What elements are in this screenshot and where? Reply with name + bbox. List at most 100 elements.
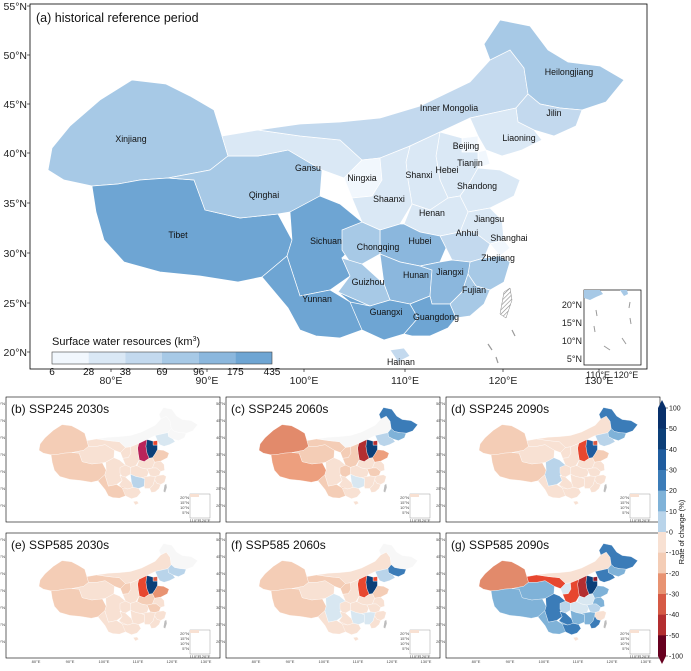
scenario-inset-lon: 120°E	[420, 654, 431, 659]
legend-title-main: Surface water resources (km	[52, 336, 193, 348]
scenario-inset-lat: 5°N	[622, 646, 629, 651]
scenario-lon-tick: 100°E	[319, 659, 330, 664]
colorbar-band	[658, 470, 666, 491]
scenario-lon-tick: 100°E	[539, 659, 550, 664]
scenario-title: (c) SSP245 2060s	[231, 402, 328, 416]
scenario-inset-lat: 10°N	[180, 641, 189, 646]
surface-water-legend: Surface water resources (km3) 6 28 38 69 96 1…	[49, 336, 281, 378]
lat-tick-label: 25°N	[4, 298, 27, 310]
legend-tick: 175	[227, 367, 244, 378]
main-lat-ticks: 55°N 50°N 45°N 40°N 35°N 30°N 25°N 20°N	[4, 1, 30, 359]
label-shaanxi: Shaanxi	[373, 194, 405, 204]
scenario-lat-tick: 30°N	[0, 605, 5, 610]
scenario-lat-tick: 40°N	[216, 571, 225, 576]
taiwan-hatched	[499, 287, 513, 319]
scenario-title: (e) SSP585 2030s	[11, 538, 109, 552]
scenario-taiwan	[383, 483, 387, 493]
scenario-inset	[189, 493, 211, 519]
scenario-regions	[478, 543, 638, 642]
scenario-taiwan	[163, 483, 167, 493]
scenario-region	[369, 615, 381, 629]
scenario-lon-tick: 110°E	[353, 659, 364, 664]
region-shanghai	[489, 239, 511, 257]
label-fujian: Fujian	[462, 285, 486, 295]
colorbar-band	[658, 428, 666, 450]
scenario-lon-tick: 90°E	[506, 659, 515, 664]
colorbar-tick-label: -100	[669, 654, 683, 661]
scenario-inset-lat: 10°N	[620, 505, 629, 510]
colorbar-band	[658, 635, 666, 657]
lat-tick-label: 45°N	[4, 99, 27, 111]
main-map-title: (a) historical reference period	[36, 11, 199, 25]
scenario-region	[594, 432, 616, 447]
scenario-region	[132, 500, 139, 506]
colorbar-top-arrow	[658, 400, 666, 408]
scenario-regions	[258, 407, 418, 506]
scenario-region	[132, 636, 139, 642]
scenario-lat-tick: 50°N	[436, 537, 445, 542]
scenario-lat-tick: 50°N	[0, 537, 5, 542]
scenario-region	[592, 440, 598, 446]
scenario-inset-lat: 10°N	[400, 505, 409, 510]
label-hubei: Hubei	[409, 236, 432, 246]
main-map-regions	[47, 19, 625, 363]
scenario-inset-land	[410, 630, 419, 633]
south-sea-dashes	[487, 329, 516, 364]
scenario-lat-tick: 30°N	[216, 469, 225, 474]
scenario-region	[341, 487, 362, 499]
scenario-lat-tick: 40°N	[0, 435, 5, 440]
scenario-region	[158, 407, 198, 434]
label-zhejiang: Zhejiang	[481, 253, 515, 263]
colorbar-tick-label: -30	[669, 592, 679, 599]
scenario-region	[352, 500, 359, 506]
scenario-inset-lat: 10°N	[620, 641, 629, 646]
label-shandong: Shandong	[457, 181, 497, 191]
scenario-inset-lat: 20°N	[400, 495, 409, 500]
scenario-lat-tick: 40°N	[0, 571, 5, 576]
scenario-region	[119, 464, 131, 478]
scenario-region	[154, 432, 176, 447]
scenario-regions	[258, 543, 418, 642]
scenario-inset-land	[630, 630, 639, 633]
label-heilongjiang: Heilongjiang	[545, 67, 594, 77]
scenario-taiwan	[603, 619, 607, 629]
colorbar-band	[658, 614, 666, 636]
legend-title-end: )	[197, 336, 201, 348]
label-qinghai: Qinghai	[249, 190, 279, 200]
colorbar-tick-label: 0	[669, 530, 673, 537]
legend-color-bar	[51, 351, 273, 365]
inset-lat-label: 5°N	[567, 354, 582, 364]
scenario-inset-lon: 120°E	[420, 518, 431, 523]
legend-tick: 6	[49, 367, 55, 378]
colorbar-band	[658, 449, 666, 471]
region-hainan	[389, 347, 411, 363]
scenario-region	[121, 623, 142, 635]
region-guangdong	[403, 295, 457, 337]
colorbar-tick-label: 100	[669, 406, 681, 413]
lat-tick-label: 50°N	[4, 50, 27, 62]
lon-tick-label: 80°E	[100, 375, 123, 387]
scenario-lon-tick: 120°E	[387, 659, 398, 664]
scenario-region	[378, 543, 418, 570]
legend-tick: 96	[193, 367, 205, 378]
scenario-map-b: 20°N15°N10°N5°N110°E120°E50°N45°N40°N35°…	[0, 396, 221, 523]
colorbar-label: Rate of change (%)	[677, 499, 686, 564]
scenario-lat-tick: 45°N	[0, 554, 5, 559]
scenario-inset-lat: 20°N	[620, 495, 629, 500]
scenario-lat-tick: 20°N	[0, 503, 5, 508]
colorbar-bottom-arrow	[658, 656, 666, 664]
scenario-lat-tick: 30°N	[216, 605, 225, 610]
scenario-region	[341, 623, 362, 635]
scenario-lat-tick: 20°N	[0, 639, 5, 644]
scenario-inset	[409, 493, 431, 519]
scenario-title: (d) SSP245 2090s	[451, 402, 549, 416]
scenario-inset-lat: 5°N	[622, 510, 629, 515]
main-map-panel: (a) historical reference period 55°N 50°N…	[4, 1, 648, 387]
label-gansu: Gansu	[295, 163, 321, 173]
scenario-lon-tick: 80°E	[472, 659, 481, 664]
scenario-lat-tick: 50°N	[436, 401, 445, 406]
scenario-region	[149, 615, 161, 629]
legend-tick-labels: 6 28 38 69 96 175 435	[49, 367, 281, 378]
